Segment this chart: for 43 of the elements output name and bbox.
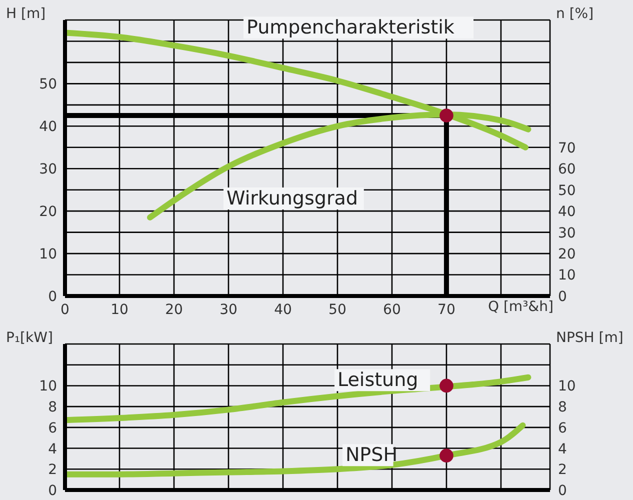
y-tick-label: 10 bbox=[39, 246, 57, 263]
x-tick-label: 0 bbox=[60, 302, 70, 318]
y2-tick-label: 10 bbox=[558, 378, 576, 395]
y2-tick-label: 70 bbox=[558, 140, 576, 156]
y-tick-label: 20 bbox=[39, 204, 57, 220]
y-axis-title: P₁[kW] bbox=[6, 330, 53, 346]
y-axis-title: H [m] bbox=[6, 6, 46, 22]
y2-tick-label: 10 bbox=[558, 268, 576, 284]
y2-tick-label: 20 bbox=[558, 246, 576, 263]
y2-tick-label: 60 bbox=[558, 162, 576, 178]
y-tick-label: 50 bbox=[39, 76, 57, 93]
y2-tick-label: 4 bbox=[558, 441, 567, 458]
series-label: Pumpencharakteristik bbox=[246, 16, 454, 39]
y-tick-label: 6 bbox=[48, 420, 58, 436]
y2-tick-label: 0 bbox=[558, 288, 567, 305]
y2-tick-label: 8 bbox=[558, 400, 567, 416]
y2-tick-label: 30 bbox=[558, 225, 576, 242]
x-tick-label: 50 bbox=[328, 302, 346, 318]
x-tick-label: 10 bbox=[110, 302, 128, 318]
y-tick-label: 0 bbox=[48, 482, 57, 499]
series-label: Wirkungsgrad bbox=[226, 187, 358, 210]
y-tick-label: 8 bbox=[48, 400, 57, 416]
y2-tick-label: 40 bbox=[558, 204, 576, 220]
y2-axis-title: NPSH [m] bbox=[556, 330, 624, 346]
y-tick-label: 0 bbox=[48, 288, 57, 305]
y2-tick-label: 0 bbox=[558, 482, 567, 499]
series-label: NPSH bbox=[345, 444, 398, 466]
x-tick-label: 20 bbox=[165, 302, 183, 318]
y-tick-label: 2 bbox=[48, 462, 57, 478]
y2-tick-label: 50 bbox=[558, 182, 576, 199]
y-tick-label: 10 bbox=[39, 378, 57, 395]
series-label: Leistung bbox=[337, 369, 418, 392]
y-tick-label: 30 bbox=[39, 162, 57, 178]
x-tick-label: 30 bbox=[220, 302, 238, 318]
y2-axis-title: n [%] bbox=[556, 6, 594, 22]
x-tick-label: 40 bbox=[274, 302, 292, 318]
x-axis-title: Q [m³&h] bbox=[488, 299, 554, 315]
y-tick-label: 4 bbox=[48, 441, 58, 458]
x-tick-label: 60 bbox=[383, 302, 401, 318]
x-tick-label: 70 bbox=[438, 302, 456, 318]
y2-tick-label: 6 bbox=[558, 420, 567, 436]
y2-tick-label: 2 bbox=[558, 462, 567, 478]
y-tick-label: 40 bbox=[39, 119, 57, 136]
